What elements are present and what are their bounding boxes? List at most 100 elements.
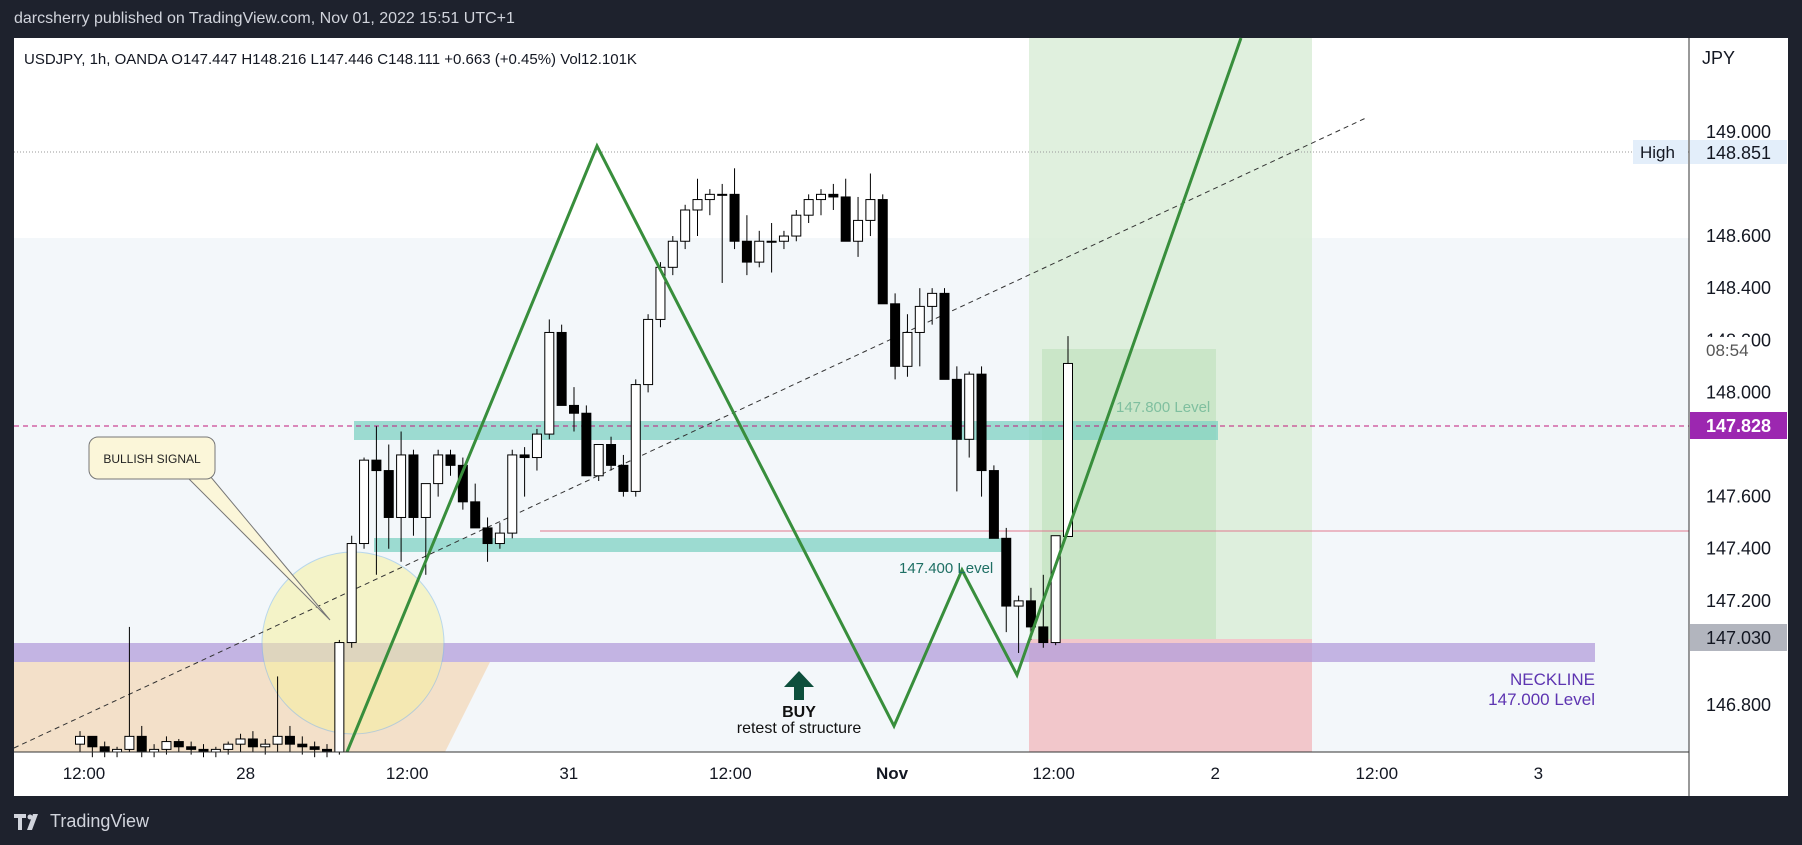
- neckline-label: NECKLINE: [1510, 670, 1595, 689]
- candle-body: [791, 214, 802, 237]
- candle-body: [729, 193, 740, 242]
- candle-body: [235, 738, 246, 745]
- candle-body: [692, 199, 703, 211]
- countdown-tag: [1690, 337, 1750, 363]
- low-price-value: 147.030: [1706, 628, 1771, 648]
- time-tick-label: 31: [559, 764, 578, 783]
- price-tick-label: 146.800: [1706, 695, 1771, 715]
- price-tick-label: 148.600: [1706, 226, 1771, 246]
- candle-body: [334, 642, 345, 753]
- candle-body: [470, 501, 481, 529]
- candle-body: [531, 433, 542, 459]
- candle-body: [816, 193, 826, 201]
- candle-body: [1063, 362, 1073, 537]
- neckline-level-label: 147.000 Level: [1488, 690, 1595, 709]
- time-tick-label: 28: [236, 764, 255, 783]
- level-147800-label: 147.800 Level: [1116, 399, 1210, 416]
- time-tick-label: 12:00: [63, 764, 106, 783]
- candle-body: [606, 444, 617, 466]
- candle-body: [75, 735, 85, 745]
- candles: [75, 168, 1073, 758]
- high-price-tag: [1690, 140, 1787, 164]
- candle-body: [778, 235, 789, 242]
- buy-label: BUY: [782, 704, 816, 721]
- low-price-tag: [1690, 624, 1787, 651]
- price-tick-label: 148.400: [1706, 278, 1771, 298]
- candle-body: [877, 199, 888, 305]
- candle-body: [951, 378, 962, 440]
- candle-body: [1038, 626, 1049, 644]
- candle-body: [704, 193, 715, 201]
- bottom-bar: [0, 796, 1802, 845]
- tradingview-logo[interactable]: TradingView: [14, 811, 149, 832]
- candle-body: [383, 470, 394, 518]
- candle-body: [136, 735, 147, 753]
- candle-body: [396, 454, 407, 518]
- ohlc-legend: USDJPY, 1h, OANDA O147.447 H148.216 L147…: [24, 51, 637, 68]
- candle-body: [420, 483, 431, 518]
- candle-body: [890, 303, 901, 367]
- candle-body: [988, 470, 999, 539]
- high-tag-bg: [1633, 140, 1688, 164]
- candle-body: [359, 459, 370, 545]
- publisher-caption: darcsherry published on TradingView.com,…: [14, 10, 515, 27]
- tradingview-logo-text: TradingView: [50, 811, 150, 831]
- time-tick-label: 12:00: [1356, 764, 1399, 783]
- time-tick-label: 12:00: [1032, 764, 1075, 783]
- candle-body: [914, 305, 925, 333]
- candle-body: [507, 454, 518, 534]
- level-147800-zone: [354, 421, 1218, 440]
- candle-body: [173, 741, 184, 748]
- candle-body: [630, 384, 641, 492]
- price-tick-label: 148.000: [1706, 382, 1771, 402]
- candle-body: [556, 331, 567, 406]
- candle-body: [853, 219, 864, 242]
- candle-body: [976, 373, 987, 472]
- candle-body: [803, 199, 814, 216]
- bullish-signal-label: BULLISH SIGNAL: [103, 452, 201, 466]
- current-price-value: 147.828: [1706, 416, 1771, 436]
- candle-body: [445, 454, 456, 466]
- buy-arrow-icon: [784, 671, 814, 700]
- time-tick-label: 12:00: [709, 764, 752, 783]
- price-tick-label: 147.600: [1706, 487, 1771, 507]
- candle-body: [927, 292, 938, 307]
- candle-body: [223, 743, 234, 750]
- time-axis[interactable]: 12:00 28 12:00 31 12:00 Nov 12:00 2 12:00 3: [63, 764, 1543, 783]
- candle-body: [902, 331, 913, 367]
- plot-area-top: [14, 38, 1689, 238]
- currency-label: JPY: [1702, 48, 1735, 68]
- neckline-zone: [14, 643, 1595, 662]
- candle-body: [433, 454, 444, 485]
- candle-body: [297, 743, 308, 748]
- high-price-value: 148.851: [1706, 143, 1771, 163]
- candle-body: [309, 746, 320, 750]
- candle-body: [593, 444, 604, 477]
- time-tick-label: Nov: [876, 764, 909, 783]
- time-tick-label: 3: [1534, 764, 1543, 783]
- candle-body: [346, 543, 357, 644]
- candle-body: [1013, 600, 1024, 607]
- candle-body: [569, 404, 579, 414]
- candle-body: [408, 454, 419, 518]
- time-tick-label: 12:00: [386, 764, 429, 783]
- candle-body: [618, 464, 629, 492]
- candle-body: [754, 240, 765, 263]
- current-price-tag: [1690, 412, 1787, 439]
- price-tick-label: 147.200: [1706, 591, 1771, 611]
- candle-body: [939, 292, 950, 380]
- candle-body: [840, 196, 851, 242]
- candle-body: [581, 412, 592, 477]
- candle-body: [284, 735, 295, 745]
- candle-body: [186, 746, 197, 750]
- candle-body: [667, 240, 678, 268]
- candle-body: [544, 331, 555, 435]
- candle-body: [1050, 535, 1061, 644]
- candle-body: [828, 193, 839, 198]
- candle-body: [680, 209, 691, 242]
- high-tag-label: High: [1640, 143, 1675, 162]
- buy-sublabel: retest of structure: [737, 720, 862, 737]
- candle-body: [519, 454, 530, 459]
- candle-body: [371, 459, 382, 472]
